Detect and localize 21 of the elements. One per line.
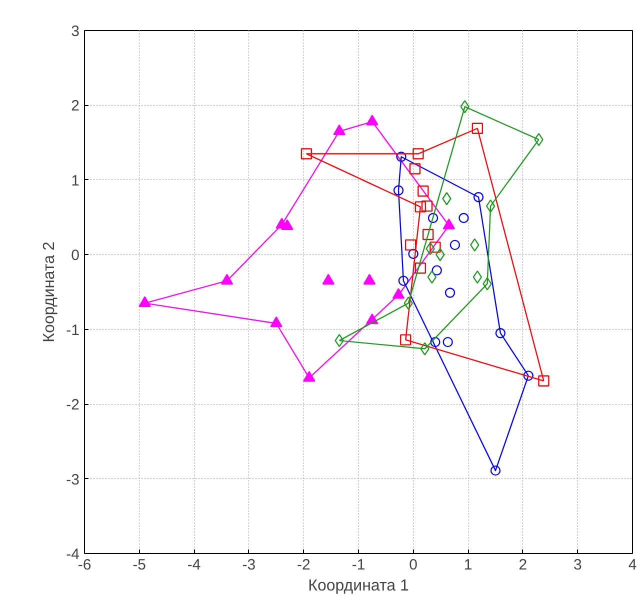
x-tick-label: -3: [242, 556, 256, 574]
y-tick-label: 1: [71, 172, 80, 190]
x-tick-label: 4: [628, 556, 637, 574]
x-tick-label: -6: [78, 556, 92, 574]
x-tick-label: 3: [574, 556, 582, 574]
y-axis-title: Координата 2: [41, 242, 58, 342]
y-tick-label: 3: [71, 23, 80, 40]
y-tick-label: -1: [66, 322, 80, 339]
x-tick-label: -4: [187, 556, 201, 574]
y-tick-label: 2: [71, 98, 80, 115]
y-tick-label: 0: [71, 247, 80, 264]
y-tick-label: -3: [66, 471, 80, 488]
x-tick-label: -2: [297, 556, 310, 574]
x-tick-label: 1: [464, 556, 472, 574]
x-tick-label: -5: [132, 556, 146, 574]
x-tick-label: 0: [409, 556, 418, 574]
y-tick-label: -2: [66, 396, 80, 414]
x-tick-label: -1: [352, 556, 366, 574]
y-tick-label: -4: [66, 546, 80, 563]
x-tick-label: 2: [518, 556, 528, 574]
x-axis-title: Координата 1: [308, 578, 409, 594]
